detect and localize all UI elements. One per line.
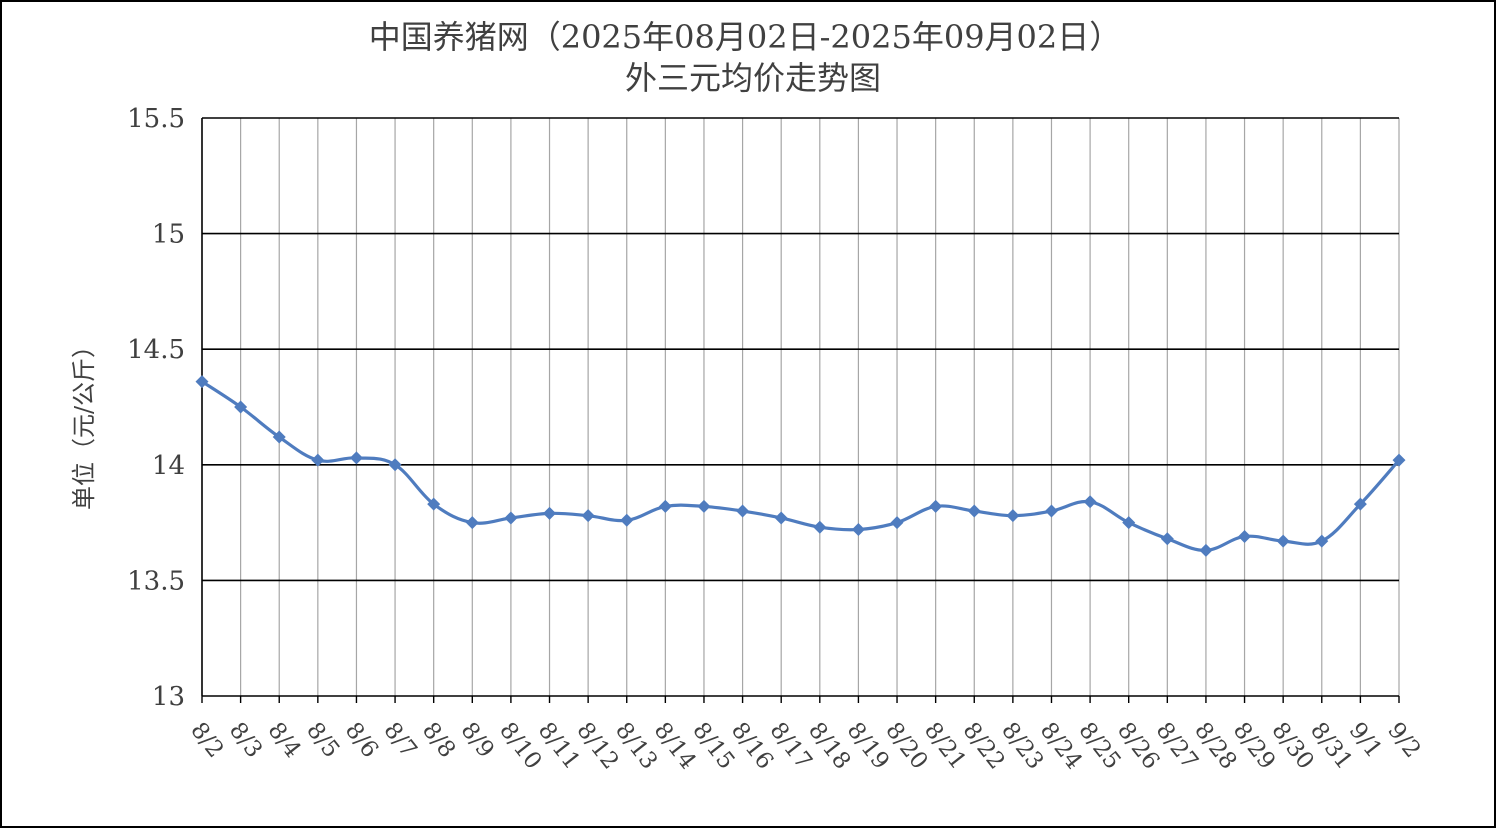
x-tick-label: 8/2 xyxy=(185,718,228,763)
data-point xyxy=(967,504,981,518)
chart-subtitle: 外三元均价走势图 xyxy=(625,59,881,97)
x-tick-label: 8/12 xyxy=(571,718,623,775)
vertical-gridlines xyxy=(240,118,1400,696)
x-tick-label: 8/19 xyxy=(842,718,894,775)
x-tick-label: 8/3 xyxy=(224,718,267,763)
x-tick-label: 8/23 xyxy=(996,718,1048,775)
x-tick-label: 8/27 xyxy=(1151,718,1203,775)
x-tick-label: 8/15 xyxy=(687,718,739,775)
data-point xyxy=(427,497,441,511)
data-point xyxy=(697,499,711,513)
x-tick-label: 8/7 xyxy=(378,718,421,763)
data-point xyxy=(504,511,518,525)
x-tick-label: 8/28 xyxy=(1189,718,1241,775)
chart-title: 中国养猪网（2025年08月02日-2025年09月02日） xyxy=(369,18,1122,56)
x-tick-label: 8/26 xyxy=(1112,718,1164,775)
data-point xyxy=(195,375,209,389)
data-point xyxy=(1353,497,1367,511)
data-point xyxy=(1122,516,1136,530)
data-point xyxy=(388,458,402,472)
data-point xyxy=(1199,543,1213,557)
x-tick-label: 8/14 xyxy=(649,718,701,775)
data-point xyxy=(465,516,479,530)
data-point xyxy=(851,523,865,537)
data-point xyxy=(272,430,286,444)
x-tick-label: 8/8 xyxy=(417,718,460,763)
x-tick-label: 8/11 xyxy=(533,718,585,775)
x-tick-label: 8/24 xyxy=(1035,718,1087,775)
x-tick-label: 8/31 xyxy=(1305,718,1357,775)
data-point xyxy=(890,516,904,530)
data-point xyxy=(234,400,248,414)
x-tick-label: 8/4 xyxy=(262,718,305,763)
y-axis-label: 单位（元/公斤） xyxy=(70,334,98,510)
y-tick-label: 14.5 xyxy=(127,335,185,365)
x-tick-label: 8/18 xyxy=(803,718,855,775)
x-tick-label: 8/6 xyxy=(340,718,383,763)
x-tick-label: 8/9 xyxy=(456,718,499,763)
x-axis-ticks: 8/28/38/48/58/68/78/88/98/108/118/128/13… xyxy=(185,696,1426,775)
data-point xyxy=(1006,509,1020,523)
series-line xyxy=(201,380,1401,552)
data-point xyxy=(1238,529,1252,543)
data-point xyxy=(929,499,943,513)
series-group xyxy=(195,375,1406,557)
data-point xyxy=(620,513,634,527)
data-point xyxy=(813,520,827,534)
y-tick-label: 13.5 xyxy=(127,566,185,596)
data-point xyxy=(311,453,325,467)
x-tick-label: 8/25 xyxy=(1073,718,1125,775)
x-tick-label: 8/30 xyxy=(1266,718,1318,775)
x-tick-label: 9/2 xyxy=(1382,718,1425,763)
data-point xyxy=(1083,495,1097,509)
x-tick-label: 8/20 xyxy=(880,718,932,775)
data-point xyxy=(774,511,788,525)
y-tick-label: 13 xyxy=(152,682,185,712)
x-tick-label: 8/13 xyxy=(610,718,662,775)
data-point xyxy=(1160,532,1174,546)
data-point xyxy=(1315,534,1329,548)
data-point xyxy=(658,499,672,513)
y-axis-ticks: 13 13.5 14 14.5 15 15.5 xyxy=(127,104,185,712)
y-tick-label: 14 xyxy=(152,451,185,481)
data-point xyxy=(543,506,557,520)
y-tick-label: 15.5 xyxy=(127,104,185,134)
data-point xyxy=(1392,453,1406,467)
x-tick-label: 8/16 xyxy=(726,718,778,775)
data-point xyxy=(581,509,595,523)
data-point xyxy=(1276,534,1290,548)
x-tick-label: 8/17 xyxy=(764,718,816,775)
x-tick-label: 8/29 xyxy=(1228,718,1280,775)
x-tick-label: 8/5 xyxy=(301,718,344,763)
x-tick-label: 8/10 xyxy=(494,718,546,775)
y-tick-label: 15 xyxy=(152,220,185,250)
x-tick-label: 8/22 xyxy=(958,718,1010,775)
data-point xyxy=(349,451,363,465)
data-point xyxy=(736,504,750,518)
horizontal-gridlines xyxy=(201,117,1399,697)
data-point xyxy=(1044,504,1058,518)
x-tick-label: 8/21 xyxy=(919,718,971,775)
